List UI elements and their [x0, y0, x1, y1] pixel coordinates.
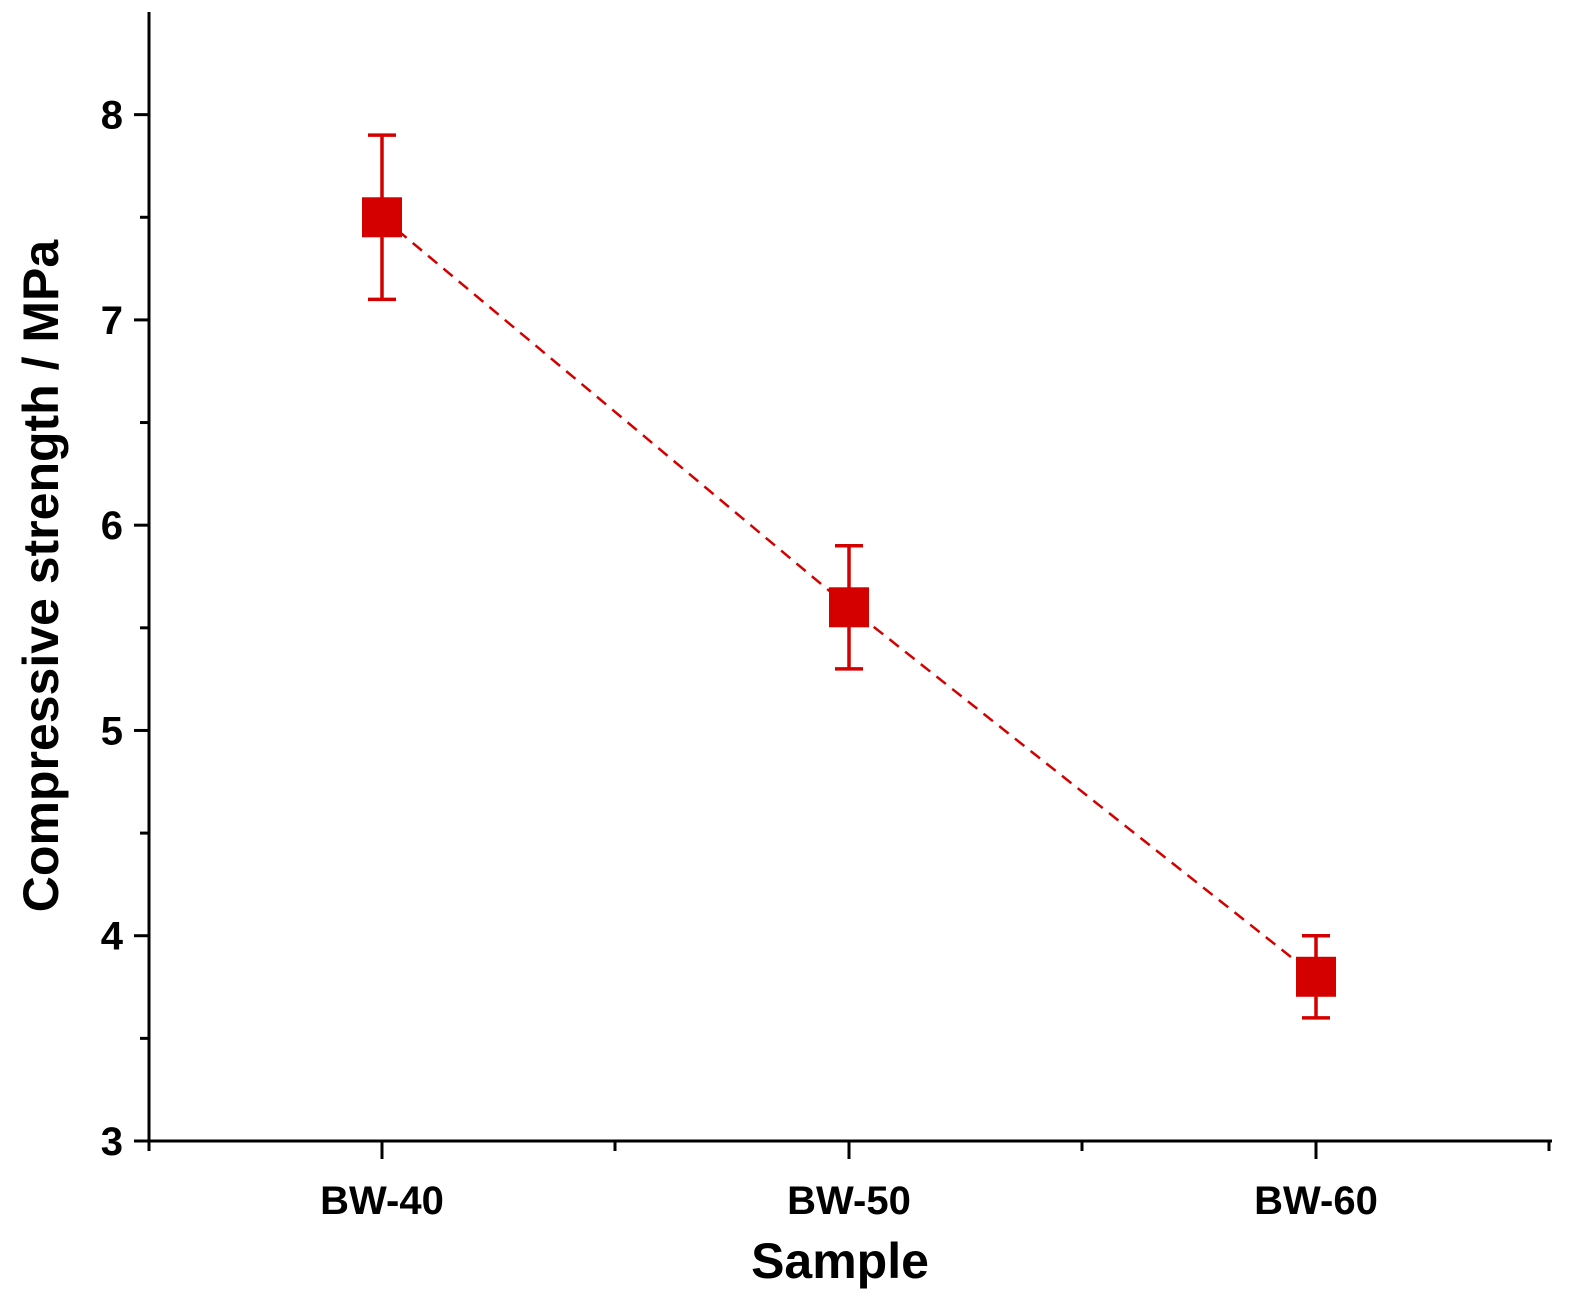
data-point-marker — [1296, 956, 1336, 997]
axes: 3 4 5 6 7 8 BW-40 BW-50 BW-60 — [101, 12, 1552, 1223]
x-tick-label: BW-50 — [787, 1179, 911, 1223]
labels-layer: Sample Compressive strength / MPa — [13, 239, 929, 1289]
data-point-marker — [362, 197, 402, 238]
y-tick-label: 8 — [101, 94, 123, 138]
series-layer — [362, 133, 1336, 1020]
y-tick-label: 6 — [101, 504, 123, 548]
y-tick-label: 4 — [101, 915, 124, 959]
data-point-marker — [829, 587, 869, 628]
y-axis-title: Compressive strength / MPa — [13, 239, 69, 913]
x-tick-label: BW-60 — [1254, 1179, 1378, 1223]
y-tick-label: 5 — [101, 709, 123, 753]
x-tick-label: BW-40 — [320, 1179, 444, 1223]
x-axis-title: Sample — [751, 1233, 929, 1289]
y-tick-label: 3 — [101, 1120, 123, 1164]
y-tick-label: 7 — [101, 299, 123, 343]
